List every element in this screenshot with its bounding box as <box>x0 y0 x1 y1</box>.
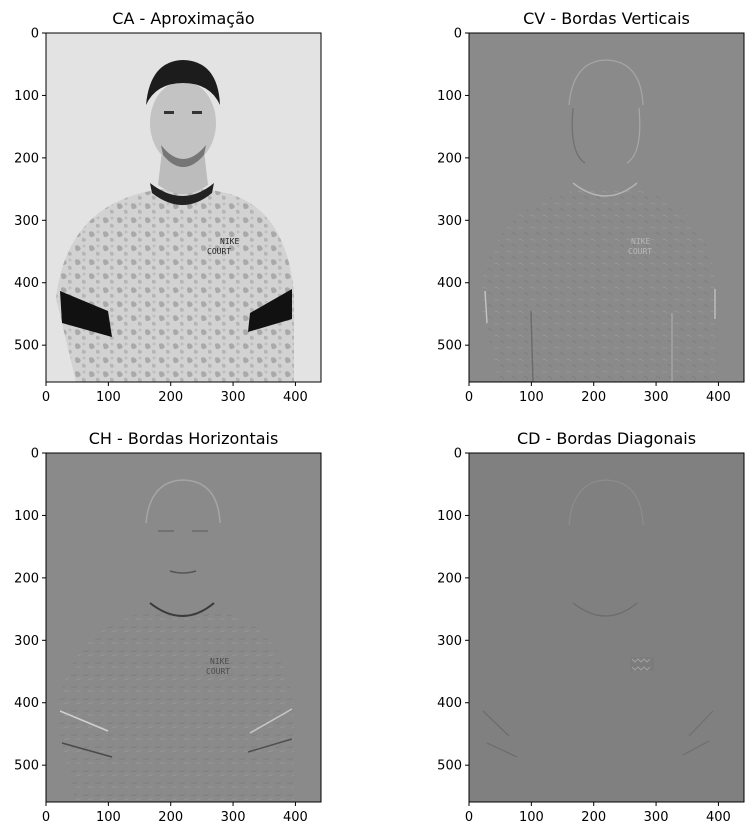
right-sleeve-edge <box>249 708 293 734</box>
axes-frame <box>468 452 745 803</box>
y-tick-label: 0 <box>454 27 462 42</box>
left-sleeve-lower-edge <box>61 742 113 758</box>
y-tick-label: 200 <box>14 571 39 586</box>
hair <box>146 60 220 105</box>
y-tick-label: 100 <box>14 509 39 524</box>
collar-edge <box>572 602 638 617</box>
right-sleeve-lower-edge <box>247 738 293 753</box>
right-eye <box>192 111 202 114</box>
y-tick-label: 300 <box>14 634 39 649</box>
subplot-title: CD - Bordas Diagonais <box>517 429 696 448</box>
y-tick-label: 400 <box>437 696 462 711</box>
y-tick-label: 500 <box>14 339 39 354</box>
subplot-cd: CD - Bordas Diagonais 0 100 200 300 400 0 100 2… <box>437 429 745 825</box>
right-sleeve-band <box>248 289 292 332</box>
collar <box>150 183 214 205</box>
y-tick-label: 400 <box>14 696 39 711</box>
y-tick-label: 100 <box>437 89 462 104</box>
y-tick-label: 500 <box>437 759 462 774</box>
face-left-edge <box>571 107 586 164</box>
axes-frame <box>45 32 322 383</box>
image-cd <box>469 453 744 802</box>
y-tick-label: 400 <box>437 276 462 291</box>
x-tick-label: 300 <box>221 810 246 825</box>
shirt-texture <box>479 188 717 382</box>
y-tick-label: 300 <box>437 634 462 649</box>
x-tick-label: 200 <box>581 390 606 405</box>
axes-frame <box>468 32 745 383</box>
x-tick-label: 0 <box>465 390 473 405</box>
image-cv: NIKE COURT <box>469 33 744 383</box>
x-tick-label: 300 <box>644 390 669 405</box>
subplot-title: CV - Bordas Verticais <box>523 9 690 28</box>
logo-noise <box>630 657 654 671</box>
y-tick-label: 300 <box>437 214 462 229</box>
y-tick-label: 500 <box>437 339 462 354</box>
x-tick-label: 400 <box>706 810 731 825</box>
head-edge <box>568 479 644 526</box>
face-right-edge <box>626 107 641 164</box>
logo-court: COURT <box>206 667 230 676</box>
x-tick-label: 100 <box>96 810 121 825</box>
collar-edge <box>149 602 215 617</box>
x-tick-label: 400 <box>283 810 308 825</box>
logo-court: COURT <box>628 247 652 256</box>
subplot-title: CH - Bordas Horizontais <box>89 429 279 448</box>
face <box>150 81 216 165</box>
y-tick-label: 300 <box>14 214 39 229</box>
x-tick-label: 100 <box>519 390 544 405</box>
left-arm-diagonal <box>482 710 518 758</box>
x-tick-label: 100 <box>96 390 121 405</box>
logo-nike: NIKE <box>220 237 239 246</box>
y-tick-label: 400 <box>14 276 39 291</box>
head-edge <box>145 479 221 524</box>
x-tick-label: 0 <box>465 810 473 825</box>
y-tick-label: 0 <box>454 447 462 462</box>
left-sleeve-band <box>60 291 112 337</box>
beard <box>161 145 206 167</box>
x-tick-label: 0 <box>42 810 50 825</box>
subplot-ch: CH - Bordas Horizontais NIKE COURT 0 100 2… <box>14 429 322 825</box>
left-eye <box>164 111 174 114</box>
collar-edge <box>572 182 638 197</box>
y-tick-label: 100 <box>14 89 39 104</box>
right-arm-diagonal <box>682 710 714 756</box>
subplot-title: CA - Aproximação <box>112 9 254 28</box>
subplot-ca: CA - Aproximação NIKE COURT 0 100 200 300 40… <box>14 9 322 405</box>
y-tick-label: 0 <box>31 27 39 42</box>
x-tick-label: 100 <box>519 810 544 825</box>
y-tick-label: 100 <box>437 509 462 524</box>
left-sleeve-edge <box>59 710 109 732</box>
subplot-cv: CV - Bordas Verticais NIKE COURT 0 100 200… <box>437 9 745 405</box>
x-tick-label: 400 <box>283 390 308 405</box>
image-background <box>469 453 744 802</box>
logo-nike: NIKE <box>210 657 229 666</box>
logo-court: COURT <box>207 247 231 256</box>
y-tick-label: 200 <box>437 151 462 166</box>
x-tick-label: 200 <box>158 390 183 405</box>
image-ca: NIKE COURT <box>46 33 321 382</box>
x-tick-label: 300 <box>221 390 246 405</box>
shirt-texture <box>56 608 294 802</box>
x-tick-label: 400 <box>706 390 731 405</box>
mouth-edge <box>169 570 197 574</box>
logo-nike: NIKE <box>631 237 650 246</box>
x-tick-label: 200 <box>581 810 606 825</box>
image-ch: NIKE COURT <box>46 453 321 802</box>
x-tick-label: 0 <box>42 390 50 405</box>
left-arm-edge <box>484 290 488 324</box>
y-tick-label: 500 <box>14 759 39 774</box>
y-tick-label: 200 <box>14 151 39 166</box>
y-tick-label: 200 <box>437 571 462 586</box>
head-edge <box>568 59 644 106</box>
left-torso-edge <box>530 310 534 383</box>
y-tick-label: 0 <box>31 447 39 462</box>
axes-frame <box>45 452 322 803</box>
x-tick-label: 300 <box>644 810 669 825</box>
shirt-shape <box>56 188 294 382</box>
x-tick-label: 200 <box>158 810 183 825</box>
